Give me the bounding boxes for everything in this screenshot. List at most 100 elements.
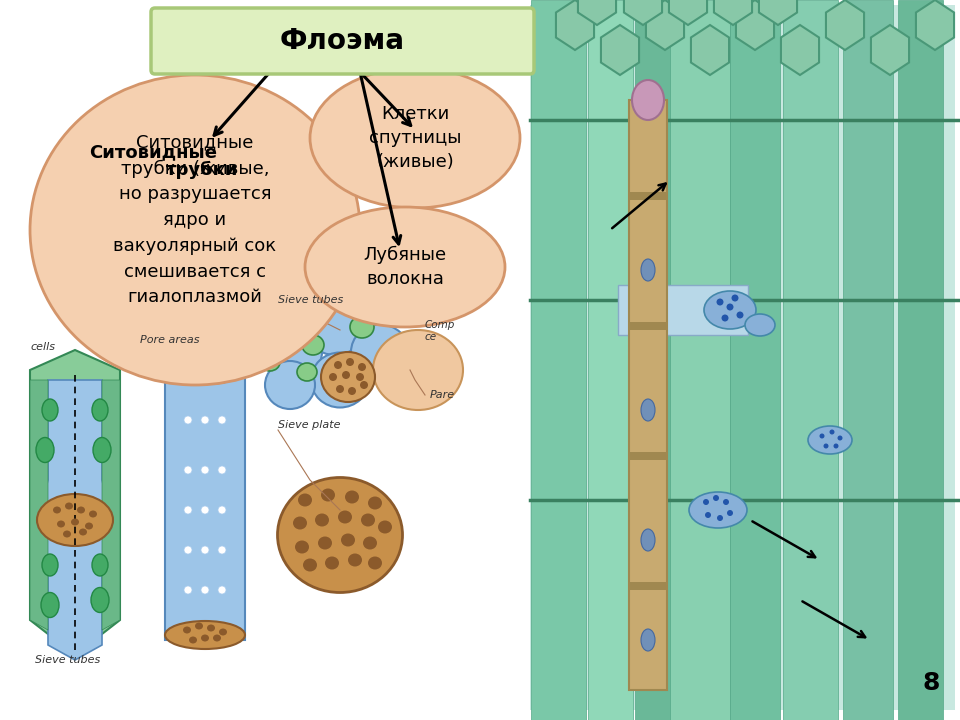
Text: трубки: трубки <box>166 161 238 179</box>
Ellipse shape <box>350 316 374 338</box>
Ellipse shape <box>277 477 402 593</box>
Polygon shape <box>916 0 954 50</box>
Ellipse shape <box>298 493 312 506</box>
Polygon shape <box>556 0 594 50</box>
Ellipse shape <box>303 559 317 572</box>
Ellipse shape <box>713 495 719 501</box>
Ellipse shape <box>342 371 350 379</box>
Ellipse shape <box>361 513 375 526</box>
Ellipse shape <box>732 294 738 302</box>
Text: Лубяные
волокна: Лубяные волокна <box>364 246 446 288</box>
Bar <box>783 0 838 720</box>
Ellipse shape <box>57 521 65 528</box>
Polygon shape <box>601 25 639 75</box>
Ellipse shape <box>219 362 227 369</box>
Ellipse shape <box>689 492 747 528</box>
Ellipse shape <box>716 299 724 305</box>
Ellipse shape <box>703 499 709 505</box>
Ellipse shape <box>65 503 73 510</box>
Polygon shape <box>30 350 120 655</box>
Polygon shape <box>165 355 245 640</box>
Ellipse shape <box>723 499 729 505</box>
Ellipse shape <box>218 586 226 594</box>
Ellipse shape <box>184 416 192 424</box>
Polygon shape <box>646 0 684 50</box>
Ellipse shape <box>201 506 209 514</box>
Ellipse shape <box>310 68 520 208</box>
Ellipse shape <box>358 363 366 371</box>
Ellipse shape <box>79 528 87 536</box>
Ellipse shape <box>77 506 85 513</box>
Text: Pare: Pare <box>430 390 455 400</box>
Bar <box>629 100 667 690</box>
Ellipse shape <box>260 353 280 371</box>
Ellipse shape <box>195 623 203 629</box>
Ellipse shape <box>705 512 711 518</box>
Ellipse shape <box>92 554 108 576</box>
Ellipse shape <box>641 259 655 281</box>
Ellipse shape <box>305 207 505 327</box>
Ellipse shape <box>311 353 369 408</box>
Ellipse shape <box>704 291 756 329</box>
Ellipse shape <box>837 436 843 441</box>
Polygon shape <box>578 0 616 25</box>
Bar <box>843 0 893 720</box>
Ellipse shape <box>336 385 344 393</box>
Ellipse shape <box>184 546 192 554</box>
Ellipse shape <box>218 546 226 554</box>
Ellipse shape <box>360 381 368 389</box>
Text: Sieve plate: Sieve plate <box>278 420 341 430</box>
Ellipse shape <box>348 387 356 395</box>
Bar <box>530 5 955 710</box>
Bar <box>629 192 667 200</box>
Ellipse shape <box>329 373 337 381</box>
Ellipse shape <box>53 506 61 513</box>
Bar <box>588 0 633 720</box>
Ellipse shape <box>201 546 209 554</box>
Ellipse shape <box>183 361 191 367</box>
Ellipse shape <box>363 536 377 549</box>
Ellipse shape <box>63 531 71 538</box>
Ellipse shape <box>37 494 113 546</box>
Ellipse shape <box>641 629 655 651</box>
Ellipse shape <box>342 361 362 379</box>
Polygon shape <box>714 0 752 25</box>
Ellipse shape <box>207 359 215 366</box>
Ellipse shape <box>219 629 227 636</box>
Bar <box>629 322 667 330</box>
Ellipse shape <box>207 624 215 631</box>
Ellipse shape <box>293 516 307 529</box>
Bar <box>898 0 943 720</box>
Text: Ситовидные
трубки (живые,
но разрушается
ядро и
вакуолярный сок
смешивается с
ги: Ситовидные трубки (живые, но разрушается… <box>113 134 276 306</box>
Ellipse shape <box>373 330 463 410</box>
Text: Флоэма: Флоэма <box>279 27 404 55</box>
Ellipse shape <box>189 372 197 379</box>
Bar <box>618 285 748 335</box>
Polygon shape <box>38 380 112 660</box>
Text: 8: 8 <box>923 671 940 695</box>
Ellipse shape <box>201 416 209 424</box>
Text: Comp
ce: Comp ce <box>425 320 455 341</box>
Ellipse shape <box>183 626 191 634</box>
Ellipse shape <box>641 529 655 551</box>
Ellipse shape <box>213 634 221 642</box>
Ellipse shape <box>42 554 58 576</box>
Ellipse shape <box>30 75 360 385</box>
Ellipse shape <box>189 636 197 644</box>
Ellipse shape <box>85 523 93 529</box>
Ellipse shape <box>808 426 852 454</box>
Text: Ситовидные: Ситовидные <box>89 143 217 161</box>
Ellipse shape <box>727 510 733 516</box>
Ellipse shape <box>265 361 315 409</box>
Bar <box>531 0 586 720</box>
Ellipse shape <box>93 438 111 462</box>
Ellipse shape <box>91 588 109 613</box>
Bar <box>629 452 667 460</box>
Ellipse shape <box>201 634 209 642</box>
Ellipse shape <box>89 510 97 518</box>
Text: Sieve tubes: Sieve tubes <box>35 655 100 665</box>
Polygon shape <box>669 0 708 25</box>
FancyBboxPatch shape <box>151 8 534 74</box>
Ellipse shape <box>334 361 342 369</box>
Ellipse shape <box>184 586 192 594</box>
